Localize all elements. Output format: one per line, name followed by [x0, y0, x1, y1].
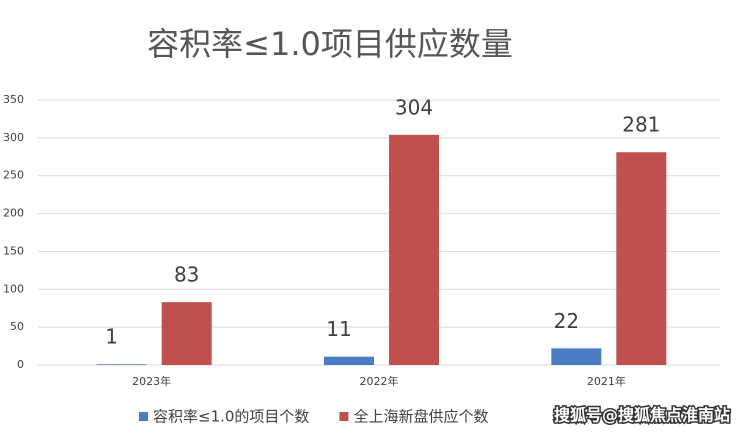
watermark: 搜狐号@搜狐焦点淮南站: [554, 406, 730, 425]
x-tick-label: 2023年: [132, 374, 171, 388]
y-tick-label: 0: [17, 358, 24, 371]
data-label: 304: [395, 95, 433, 119]
y-tick-label: 350: [3, 93, 24, 106]
bar: [389, 134, 439, 365]
data-label: 11: [326, 317, 351, 341]
data-label: 22: [554, 309, 579, 333]
y-tick-label: 200: [3, 207, 24, 220]
legend-swatch: [139, 412, 148, 421]
y-tick-label: 50: [10, 320, 24, 333]
bar: [551, 348, 602, 365]
bar: [616, 152, 667, 365]
data-label: 1: [105, 325, 118, 349]
y-tick-label: 100: [3, 282, 24, 295]
y-tick-label: 150: [3, 244, 24, 257]
legend-label: 容积率≤1.0的项目个数: [153, 408, 309, 426]
chart-title: 容积率≤1.0项目供应数量: [147, 25, 513, 63]
x-tick-label: 2021年: [587, 374, 626, 388]
bar: [161, 302, 212, 365]
legend-label: 全上海新盘供应个数: [353, 408, 488, 426]
y-tick-label: 300: [3, 131, 24, 144]
data-label: 281: [622, 113, 660, 137]
y-tick-label: 250: [3, 169, 24, 182]
bar: [96, 364, 147, 365]
x-tick-label: 2022年: [360, 374, 399, 388]
bar: [324, 356, 374, 365]
legend-swatch: [339, 412, 349, 421]
data-label: 83: [174, 263, 199, 287]
